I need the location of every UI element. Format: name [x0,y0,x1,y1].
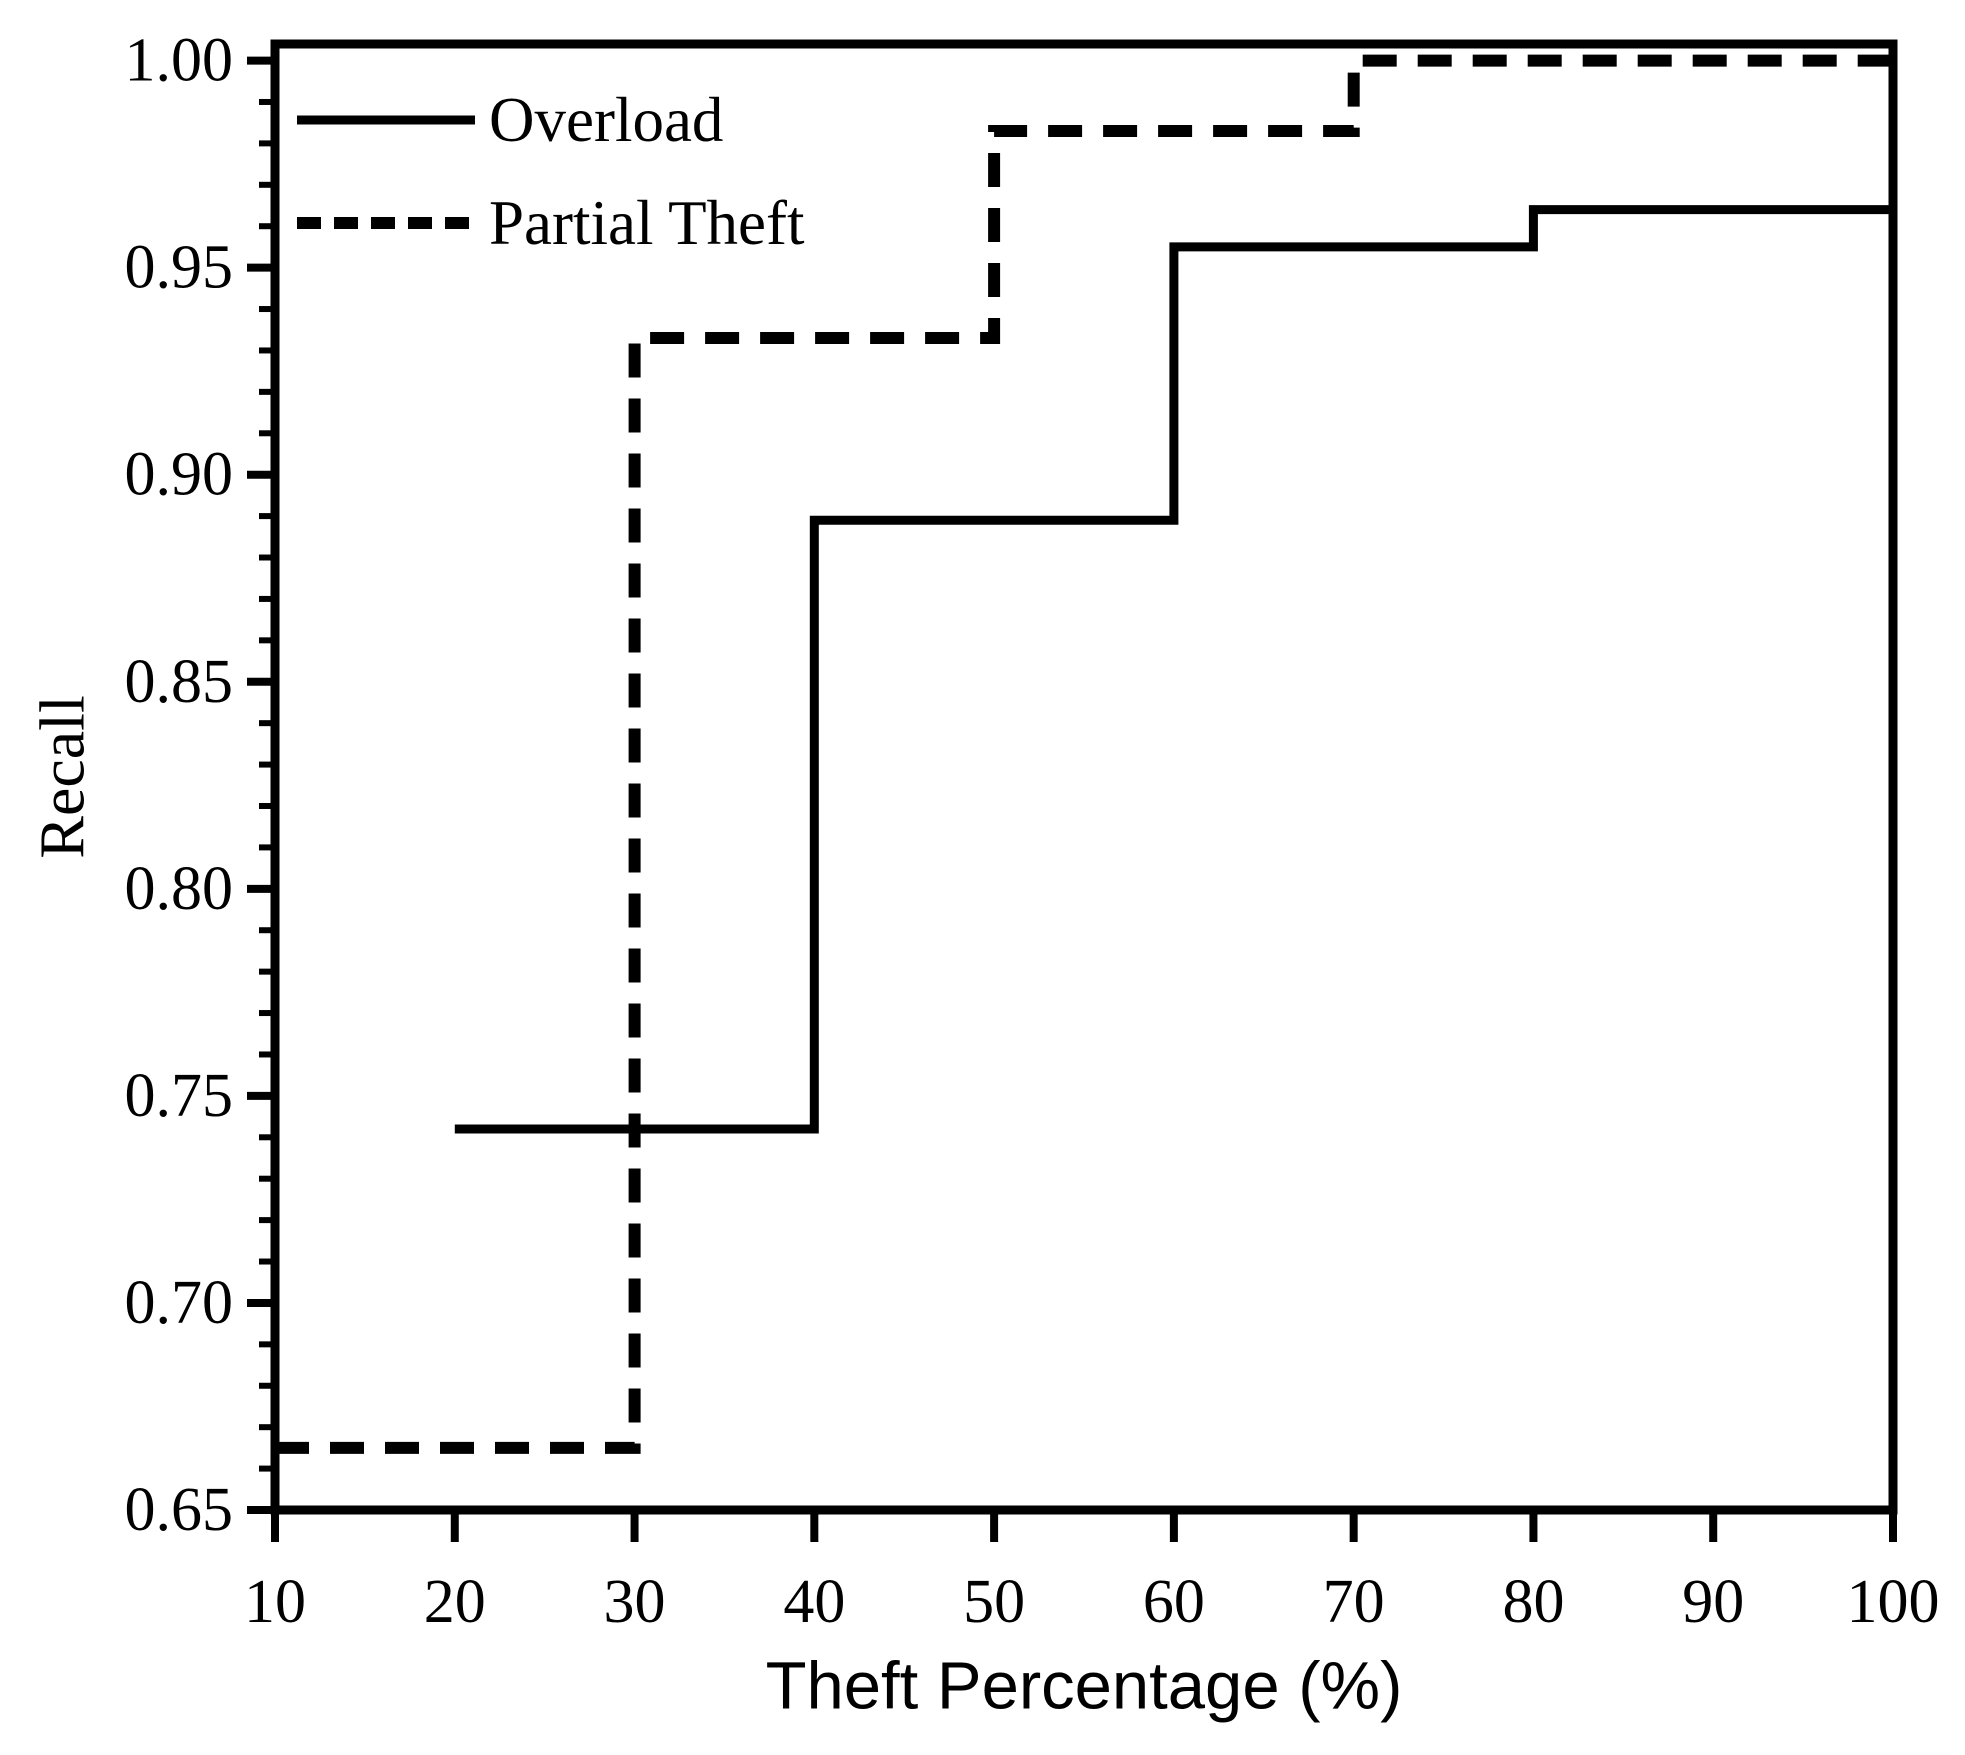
x-axis-tick-label: 80 [1502,1568,1564,1636]
x-axis-tick-label: 50 [963,1568,1025,1636]
x-axis-tick-label: 10 [244,1568,306,1636]
overload-line [454,205,1893,1134]
x-axis-tick-label: 70 [1323,1568,1385,1636]
y-axis-tick-label: 1.00 [125,27,234,95]
y-axis-tick-label: 0.95 [125,234,234,302]
axes-frame [270,39,1898,1515]
x-axis-tick-label: 40 [783,1568,845,1636]
y-axis-tick-label: 0.70 [125,1269,234,1337]
y-axis-tick-label: 0.75 [125,1062,234,1130]
x-axis-tick-label: 20 [424,1568,486,1636]
y-axis-tick-label: 0.90 [125,441,234,509]
y-axis-tick-label: 0.85 [125,648,234,716]
x-axis-tick-label: 60 [1143,1568,1205,1636]
y-axis-title: Recall [27,695,98,858]
y-axis-tick-label: 0.80 [125,855,234,923]
x-axis-title: Theft Percentage (%) [766,1649,1403,1724]
x-axis-tick-label: 90 [1682,1568,1744,1636]
x-axis-tick-label: 30 [604,1568,666,1636]
partial-theft-line [275,54,1893,1454]
legend-label-overload: Overload [489,85,723,155]
legend-label-partial-theft: Partial Theft [489,188,805,258]
y-axis-tick-label: 0.65 [125,1476,234,1544]
x-axis-tick-label: 100 [1847,1568,1940,1636]
